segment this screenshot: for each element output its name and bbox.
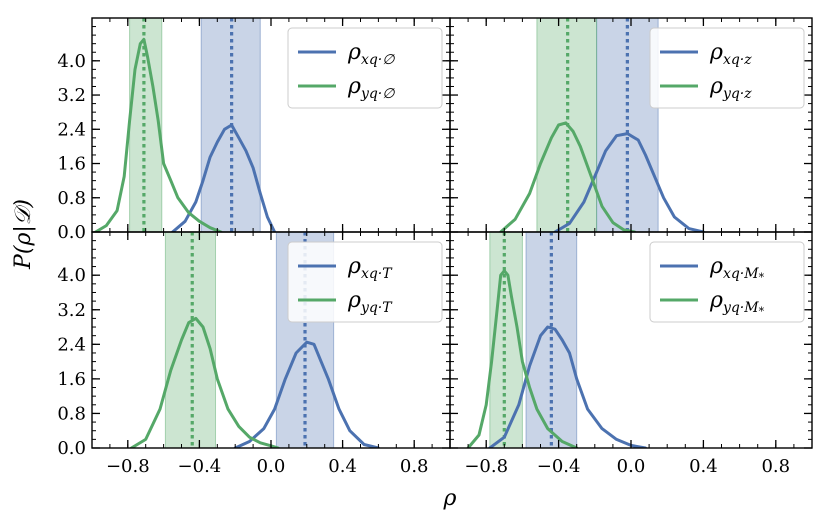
x-tick-label: −0.4 bbox=[178, 456, 222, 477]
x-tick-label: −0.8 bbox=[464, 456, 508, 477]
panel-top-right: ρxq·z ρyq·z bbox=[449, 17, 813, 233]
x-axis-label: ρ bbox=[443, 486, 457, 511]
posterior-curve-blue bbox=[488, 325, 647, 448]
posterior-curve-blue bbox=[171, 123, 277, 232]
y-tick-label: 3.2 bbox=[57, 300, 86, 321]
x-tick-label: 0.4 bbox=[328, 456, 357, 477]
x-tick-label: 0.8 bbox=[761, 456, 790, 477]
posterior-curve-green bbox=[94, 37, 223, 232]
legend: ρxq·T ρyq·T bbox=[287, 241, 443, 323]
y-tick-label: 0.0 bbox=[57, 222, 86, 243]
posterior-curve-blue bbox=[233, 340, 380, 448]
legend-label: ρxq·z bbox=[709, 40, 752, 68]
x-tick-label: −0.8 bbox=[106, 456, 150, 477]
y-tick-label: 1.6 bbox=[57, 369, 86, 390]
legend-box bbox=[649, 241, 805, 323]
y-tick-label: 2.4 bbox=[57, 334, 86, 355]
panel-bottom-right: −0.8 −0.4 0.0 0.4 0.8 ρxq·M* ρyq·M* bbox=[449, 231, 813, 477]
legend-label: ρyq·z bbox=[709, 74, 752, 102]
posterior-curve-blue bbox=[553, 132, 705, 232]
x-tick-label: 0.0 bbox=[617, 456, 646, 477]
y-tick-label: 0.8 bbox=[57, 403, 86, 424]
y-axis-label: P(ρ|𝒟) bbox=[11, 199, 36, 270]
y-tick-label: 4.0 bbox=[57, 265, 86, 286]
panel-top-left: 0.0 0.8 1.6 2.4 3.2 4.0 ρxq·∅ ρyq·∅ bbox=[57, 17, 451, 243]
plot-area bbox=[94, 18, 277, 232]
y-tick-label: 1.6 bbox=[57, 154, 86, 175]
y-tick-label: 0.8 bbox=[57, 188, 86, 209]
posterior-curve-green bbox=[499, 121, 637, 232]
x-tick-label: 0.0 bbox=[257, 456, 286, 477]
x-tick-label: 0.4 bbox=[689, 456, 718, 477]
plot-area bbox=[499, 18, 705, 232]
y-tick-label: 3.2 bbox=[57, 85, 86, 106]
y-tick-label: 4.0 bbox=[57, 51, 86, 72]
posterior-curve-green bbox=[129, 316, 280, 448]
legend: ρxq·M* ρyq·M* bbox=[649, 241, 805, 323]
x-tick-label: −0.4 bbox=[537, 456, 581, 477]
legend-label: ρyq·∅ bbox=[347, 74, 395, 102]
legend-label: ρyq·T bbox=[347, 288, 393, 316]
plot-area bbox=[466, 232, 647, 448]
y-tick-label: 2.4 bbox=[57, 119, 86, 140]
legend-label: ρxq·T bbox=[347, 254, 393, 282]
legend-box bbox=[649, 27, 805, 109]
legend-box bbox=[287, 241, 443, 323]
legend-label: ρxq·∅ bbox=[347, 40, 395, 68]
legend-label: ρyq·M* bbox=[709, 288, 765, 318]
x-tick-label: 0.8 bbox=[400, 456, 429, 477]
y-tick-label: 0.0 bbox=[57, 438, 86, 459]
legend-label: ρxq·M* bbox=[709, 254, 765, 284]
posterior-curve-green bbox=[466, 269, 579, 448]
panel-bottom-left: −0.8 −0.4 0.0 0.4 0.8 0.0 0.8 1.6 2.4 3.2 4.0 ρxq·T… bbox=[57, 231, 451, 477]
legend-box bbox=[287, 27, 443, 109]
legend: ρxq·∅ ρyq·∅ bbox=[287, 27, 443, 109]
legend: ρxq·z ρyq·z bbox=[649, 27, 805, 109]
